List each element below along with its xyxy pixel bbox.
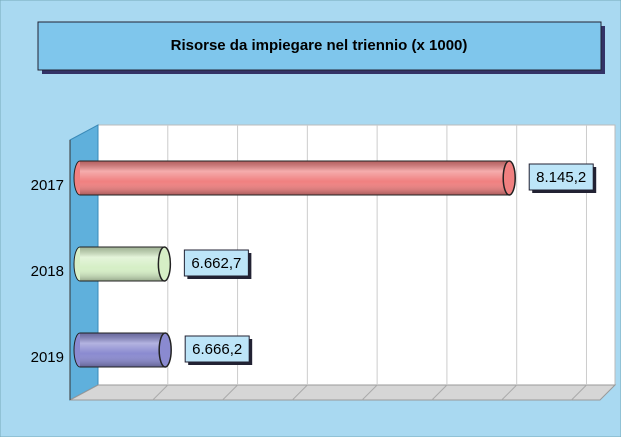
floor-grid-line <box>291 384 308 401</box>
bar <box>73 332 172 368</box>
value-label: 6.666,2 <box>192 341 242 358</box>
value-label: 8.145,2 <box>536 169 586 186</box>
floor-grid-line <box>431 384 448 401</box>
floor-grid-line <box>571 384 587 401</box>
value-label-box <box>184 335 250 363</box>
floor-grid-line <box>222 384 238 401</box>
floor-grid-line <box>361 384 378 401</box>
value-label-box <box>183 249 249 277</box>
floor-grid-line <box>501 384 518 401</box>
bar <box>73 160 516 196</box>
y-tick-label: 2019 <box>31 349 64 366</box>
y-tick-label: 2018 <box>31 263 64 280</box>
chart-title: Risorse da impiegare nel triennio (x 100… <box>171 37 468 54</box>
y-tick-label: 2017 <box>31 177 64 194</box>
value-label: 6.662,7 <box>191 255 241 272</box>
title-box <box>37 21 602 71</box>
floor <box>69 384 617 401</box>
bar <box>73 246 172 282</box>
floor-grid-line <box>152 384 169 401</box>
value-label-box <box>528 163 594 191</box>
